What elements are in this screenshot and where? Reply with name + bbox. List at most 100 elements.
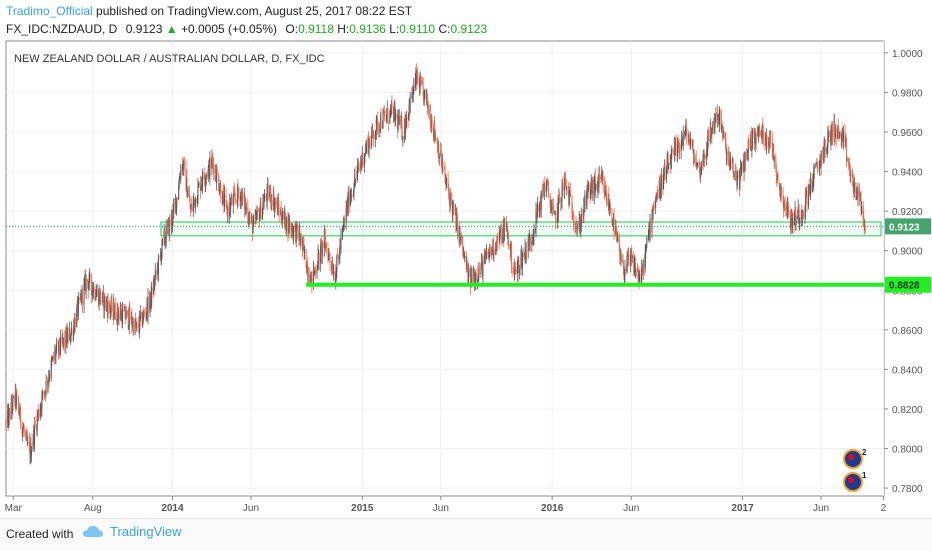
candle-body (47, 381, 49, 385)
candle-body (10, 402, 12, 420)
candle-body (339, 244, 341, 248)
candle-body (744, 151, 746, 171)
candle-body (771, 137, 773, 146)
candle-body (128, 308, 130, 327)
time-axis[interactable]: Mar Aug 2014 Jun 2015 Jun 2016 Jun 2017 Jun 2 (5, 496, 887, 514)
price-chart[interactable]: NEW ZEALAND DOLLAR / AUSTRALIAN DOLLAR, … (0, 38, 932, 518)
x-tick-label: 2017 (731, 503, 754, 514)
candle-body (98, 289, 100, 306)
tradingview-logo[interactable]: TradingView (82, 524, 182, 539)
event-badges[interactable]: 21 (843, 448, 867, 492)
candle-body (34, 424, 36, 427)
candle-body (409, 96, 411, 114)
candle-body (278, 201, 280, 209)
candle-body (808, 184, 810, 190)
candle-body (772, 145, 774, 158)
candle-body (737, 176, 739, 178)
candle-body (642, 260, 644, 273)
candle-body (449, 195, 451, 207)
candle-body (652, 206, 654, 218)
candle-body (693, 158, 695, 164)
candle-body (509, 244, 511, 246)
candle-body (438, 155, 440, 159)
candle-body (352, 193, 354, 195)
candle-body (607, 195, 609, 206)
candle-body (302, 241, 304, 249)
candle-body (852, 174, 854, 186)
candle-body (194, 200, 196, 207)
candle-body (775, 167, 777, 176)
author-link[interactable]: Tradimo_Official (6, 4, 93, 18)
candle-body (536, 210, 538, 218)
candle-body (726, 151, 728, 162)
candle-body (718, 114, 720, 116)
candle-body (441, 162, 443, 167)
candle-body (584, 194, 586, 209)
candle-body (62, 338, 64, 342)
candle-body (655, 200, 657, 208)
candle-body (488, 251, 490, 258)
candle-body (33, 429, 35, 443)
candle-body (259, 201, 261, 214)
candle-body (844, 131, 846, 142)
candle-body (338, 254, 340, 257)
candle-body (687, 138, 689, 141)
candle-body (808, 184, 810, 207)
candle-body (306, 264, 308, 273)
candle-body (187, 193, 189, 196)
candle-body (532, 235, 534, 239)
candle-body (463, 251, 465, 258)
candle-body (826, 149, 828, 152)
candle-body (562, 184, 564, 191)
candle-body (842, 132, 844, 142)
candle-body (524, 246, 526, 259)
candle-body (467, 270, 469, 284)
candle-body (706, 148, 708, 159)
candle-body (74, 318, 76, 328)
cloud-icon (83, 525, 103, 537)
candle-body (111, 300, 113, 312)
candle-body (478, 267, 480, 279)
candle-body (668, 164, 670, 170)
candle-body (334, 271, 336, 284)
candle-body (389, 110, 391, 111)
candle-body (244, 195, 246, 211)
candle-body (105, 296, 107, 308)
candle-body (613, 214, 615, 235)
candle-body (92, 287, 94, 293)
candle-body (66, 330, 68, 342)
price-axis[interactable]: 1.0000 0.9800 0.9600 0.9400 0.9200 0.9000 0.88… (884, 49, 931, 495)
candle-body (494, 243, 496, 254)
candle-body (629, 255, 631, 265)
candle-body (667, 159, 669, 170)
candle-body (834, 120, 836, 138)
candle-body (601, 173, 603, 177)
candle-body (336, 255, 338, 272)
candle-body (43, 392, 45, 394)
candle-body (25, 432, 27, 437)
candle-body (301, 237, 303, 249)
candle-body (484, 254, 486, 258)
candle-body (556, 203, 558, 224)
candle-body (517, 260, 519, 263)
candle-body (849, 165, 851, 176)
candle-body (163, 230, 165, 239)
candle-body (806, 191, 808, 207)
candle-body (248, 220, 250, 222)
candle-body (491, 248, 493, 255)
candle-body (690, 138, 692, 145)
candle-body (835, 129, 837, 139)
candle-body (418, 81, 420, 85)
candle-body (305, 249, 307, 268)
candle-body (558, 194, 560, 203)
candle-body (675, 142, 677, 156)
candle-body (103, 292, 105, 311)
candle-body (262, 202, 264, 209)
candle-body (223, 191, 225, 207)
candle-body (502, 236, 504, 243)
candle-body (441, 165, 443, 167)
candle-body (856, 190, 858, 198)
candle-body (743, 161, 745, 173)
candle-body (324, 231, 326, 238)
candle-body (671, 149, 673, 151)
